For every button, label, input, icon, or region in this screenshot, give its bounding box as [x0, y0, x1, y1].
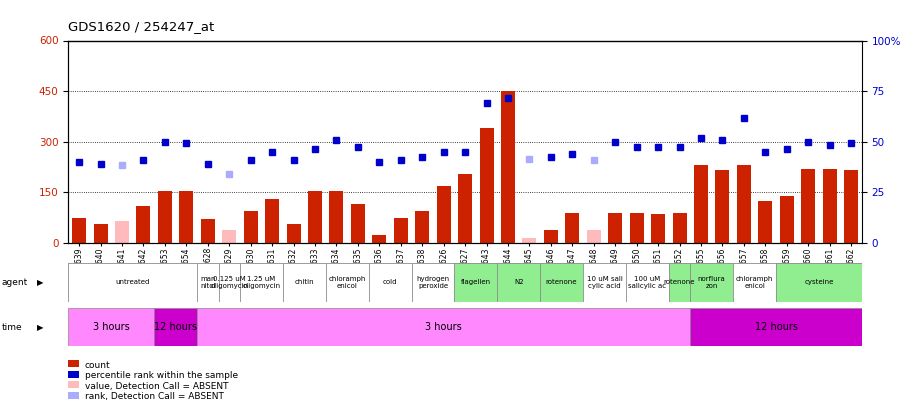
Bar — [758, 201, 772, 243]
Bar — [496, 263, 539, 302]
Text: percentile rank within the sample: percentile rank within the sample — [85, 371, 238, 380]
Text: N2: N2 — [514, 279, 523, 286]
Bar — [715, 171, 729, 243]
Bar — [625, 263, 668, 302]
Bar — [325, 263, 368, 302]
Text: rank, Detection Call = ABSENT: rank, Detection Call = ABSENT — [85, 392, 223, 401]
Bar — [586, 230, 600, 243]
Text: flagellen: flagellen — [460, 279, 490, 286]
Text: cold: cold — [383, 279, 397, 286]
Bar — [72, 218, 86, 243]
Bar — [154, 308, 197, 346]
Bar — [779, 196, 793, 243]
Text: 10 uM sali
cylic acid: 10 uM sali cylic acid — [586, 276, 622, 289]
Bar — [200, 220, 214, 243]
Bar — [543, 230, 558, 243]
Bar — [844, 171, 857, 243]
Bar — [454, 263, 496, 302]
Bar — [115, 221, 128, 243]
Bar — [500, 91, 515, 243]
Text: 3 hours: 3 hours — [93, 322, 129, 332]
Bar — [608, 213, 621, 243]
Text: rotenone: rotenone — [663, 279, 694, 286]
Text: chloramph
enicol: chloramph enicol — [328, 276, 365, 289]
Text: 12 hours: 12 hours — [154, 322, 197, 332]
Bar — [282, 263, 325, 302]
Text: ▶: ▶ — [36, 322, 43, 332]
Bar — [565, 213, 578, 243]
Text: man
nitol: man nitol — [200, 276, 215, 289]
Text: untreated: untreated — [116, 279, 149, 286]
Bar — [308, 191, 322, 243]
Text: 100 uM
salicylic ac: 100 uM salicylic ac — [628, 276, 666, 289]
Bar — [394, 218, 407, 243]
Text: hydrogen
peroxide: hydrogen peroxide — [416, 276, 449, 289]
Bar — [415, 211, 429, 243]
Bar — [351, 204, 364, 243]
Bar — [736, 165, 750, 243]
Bar — [240, 263, 282, 302]
Bar — [329, 191, 343, 243]
Bar — [690, 263, 732, 302]
Bar — [68, 308, 154, 346]
Bar — [179, 191, 193, 243]
Bar — [671, 213, 686, 243]
Text: norflura
zon: norflura zon — [697, 276, 725, 289]
Bar — [158, 191, 171, 243]
Bar — [457, 174, 472, 243]
Bar — [822, 169, 835, 243]
Text: cysteine: cysteine — [804, 279, 833, 286]
Text: 0.125 uM
oligomycin: 0.125 uM oligomycin — [210, 276, 248, 289]
Bar — [137, 206, 150, 243]
Text: 3 hours: 3 hours — [425, 322, 462, 332]
Text: rotenone: rotenone — [546, 279, 577, 286]
Bar — [197, 308, 690, 346]
Bar — [522, 238, 536, 243]
Bar — [94, 224, 107, 243]
Bar — [411, 263, 454, 302]
Text: chloramph
enicol: chloramph enicol — [735, 276, 773, 289]
Text: 1.25 uM
oligomycin: 1.25 uM oligomycin — [242, 276, 281, 289]
Text: agent: agent — [2, 278, 28, 287]
Text: value, Detection Call = ABSENT: value, Detection Call = ABSENT — [85, 382, 228, 391]
Bar — [219, 263, 240, 302]
Bar — [775, 263, 861, 302]
Bar — [668, 263, 690, 302]
Bar — [539, 263, 582, 302]
Bar — [368, 263, 411, 302]
Text: chitin: chitin — [294, 279, 313, 286]
Bar — [222, 230, 236, 243]
Text: GDS1620 / 254247_at: GDS1620 / 254247_at — [68, 20, 214, 33]
Bar — [582, 263, 625, 302]
Bar — [693, 165, 707, 243]
Text: ▶: ▶ — [36, 278, 43, 287]
Text: time: time — [2, 322, 23, 332]
Bar — [265, 199, 279, 243]
Bar — [801, 169, 814, 243]
Bar — [650, 214, 664, 243]
Bar — [243, 211, 258, 243]
Text: 12 hours: 12 hours — [753, 322, 797, 332]
Bar — [436, 185, 450, 243]
Bar — [68, 263, 197, 302]
Bar — [690, 308, 861, 346]
Text: count: count — [85, 361, 110, 370]
Bar — [479, 128, 493, 243]
Bar — [197, 263, 219, 302]
Bar — [732, 263, 775, 302]
Bar — [629, 213, 643, 243]
Bar — [372, 234, 386, 243]
Bar — [286, 224, 301, 243]
